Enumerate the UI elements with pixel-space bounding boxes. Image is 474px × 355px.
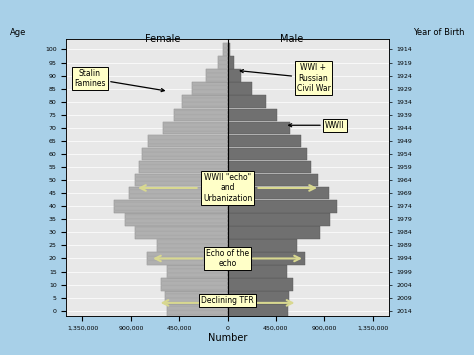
Bar <box>228 278 293 291</box>
Text: Stalin
Famines: Stalin Famines <box>74 69 164 92</box>
Bar <box>114 200 228 213</box>
Bar <box>228 200 337 213</box>
Bar <box>228 226 320 239</box>
Bar <box>167 265 228 278</box>
Bar <box>142 148 228 160</box>
Bar <box>161 278 228 291</box>
Bar <box>147 252 228 265</box>
Bar <box>218 56 228 69</box>
Bar <box>148 135 228 147</box>
Text: Year of Birth: Year of Birth <box>413 28 465 37</box>
Bar <box>156 239 228 252</box>
Bar <box>126 213 228 225</box>
Bar <box>135 174 228 186</box>
Bar <box>228 239 297 252</box>
Bar <box>165 291 228 304</box>
Bar <box>128 187 228 200</box>
Bar <box>223 43 228 56</box>
Bar <box>223 43 228 56</box>
Text: WWI +
Russian
Civil War: WWI + Russian Civil War <box>240 63 330 93</box>
Bar <box>228 135 301 147</box>
Bar <box>192 82 228 95</box>
Bar <box>228 95 266 108</box>
Text: WWII: WWII <box>289 121 345 130</box>
Bar <box>228 148 307 160</box>
Text: Echo of the
echo: Echo of the echo <box>206 249 249 268</box>
Bar <box>182 95 228 108</box>
X-axis label: Number: Number <box>208 333 247 343</box>
Bar <box>163 122 228 134</box>
Bar <box>228 43 230 56</box>
Bar <box>174 109 228 121</box>
Text: Declining TFR: Declining TFR <box>201 296 254 305</box>
Bar <box>156 239 228 252</box>
Bar <box>206 69 228 82</box>
Bar <box>228 69 241 82</box>
Bar <box>228 305 288 317</box>
Bar <box>192 82 228 95</box>
Bar <box>163 122 228 134</box>
Bar <box>218 56 228 69</box>
Bar <box>228 82 252 95</box>
Bar <box>228 161 311 173</box>
Bar <box>135 226 228 239</box>
Bar <box>228 174 318 186</box>
Bar <box>182 95 228 108</box>
Bar <box>228 291 289 304</box>
Bar <box>167 305 228 317</box>
Bar <box>228 252 305 265</box>
Bar <box>148 135 228 147</box>
Text: Female: Female <box>146 34 181 44</box>
Bar <box>167 305 228 317</box>
Bar <box>206 69 228 82</box>
Bar <box>128 187 228 200</box>
Bar <box>139 161 228 173</box>
Bar <box>228 187 328 200</box>
Text: Male: Male <box>280 34 304 44</box>
Bar <box>161 278 228 291</box>
Bar <box>228 122 290 134</box>
Bar <box>142 148 228 160</box>
Bar <box>174 109 228 121</box>
Bar <box>147 252 228 265</box>
Bar <box>165 291 228 304</box>
Bar <box>139 161 228 173</box>
Bar <box>228 265 287 278</box>
Bar <box>228 56 234 69</box>
Bar <box>167 265 228 278</box>
Bar <box>228 213 329 225</box>
Bar <box>135 226 228 239</box>
Text: WWII "echo"
and
Urbanization: WWII "echo" and Urbanization <box>203 173 252 203</box>
Bar <box>126 213 228 225</box>
Bar <box>135 174 228 186</box>
Bar <box>114 200 228 213</box>
Text: Age: Age <box>9 28 26 37</box>
Bar <box>228 109 277 121</box>
